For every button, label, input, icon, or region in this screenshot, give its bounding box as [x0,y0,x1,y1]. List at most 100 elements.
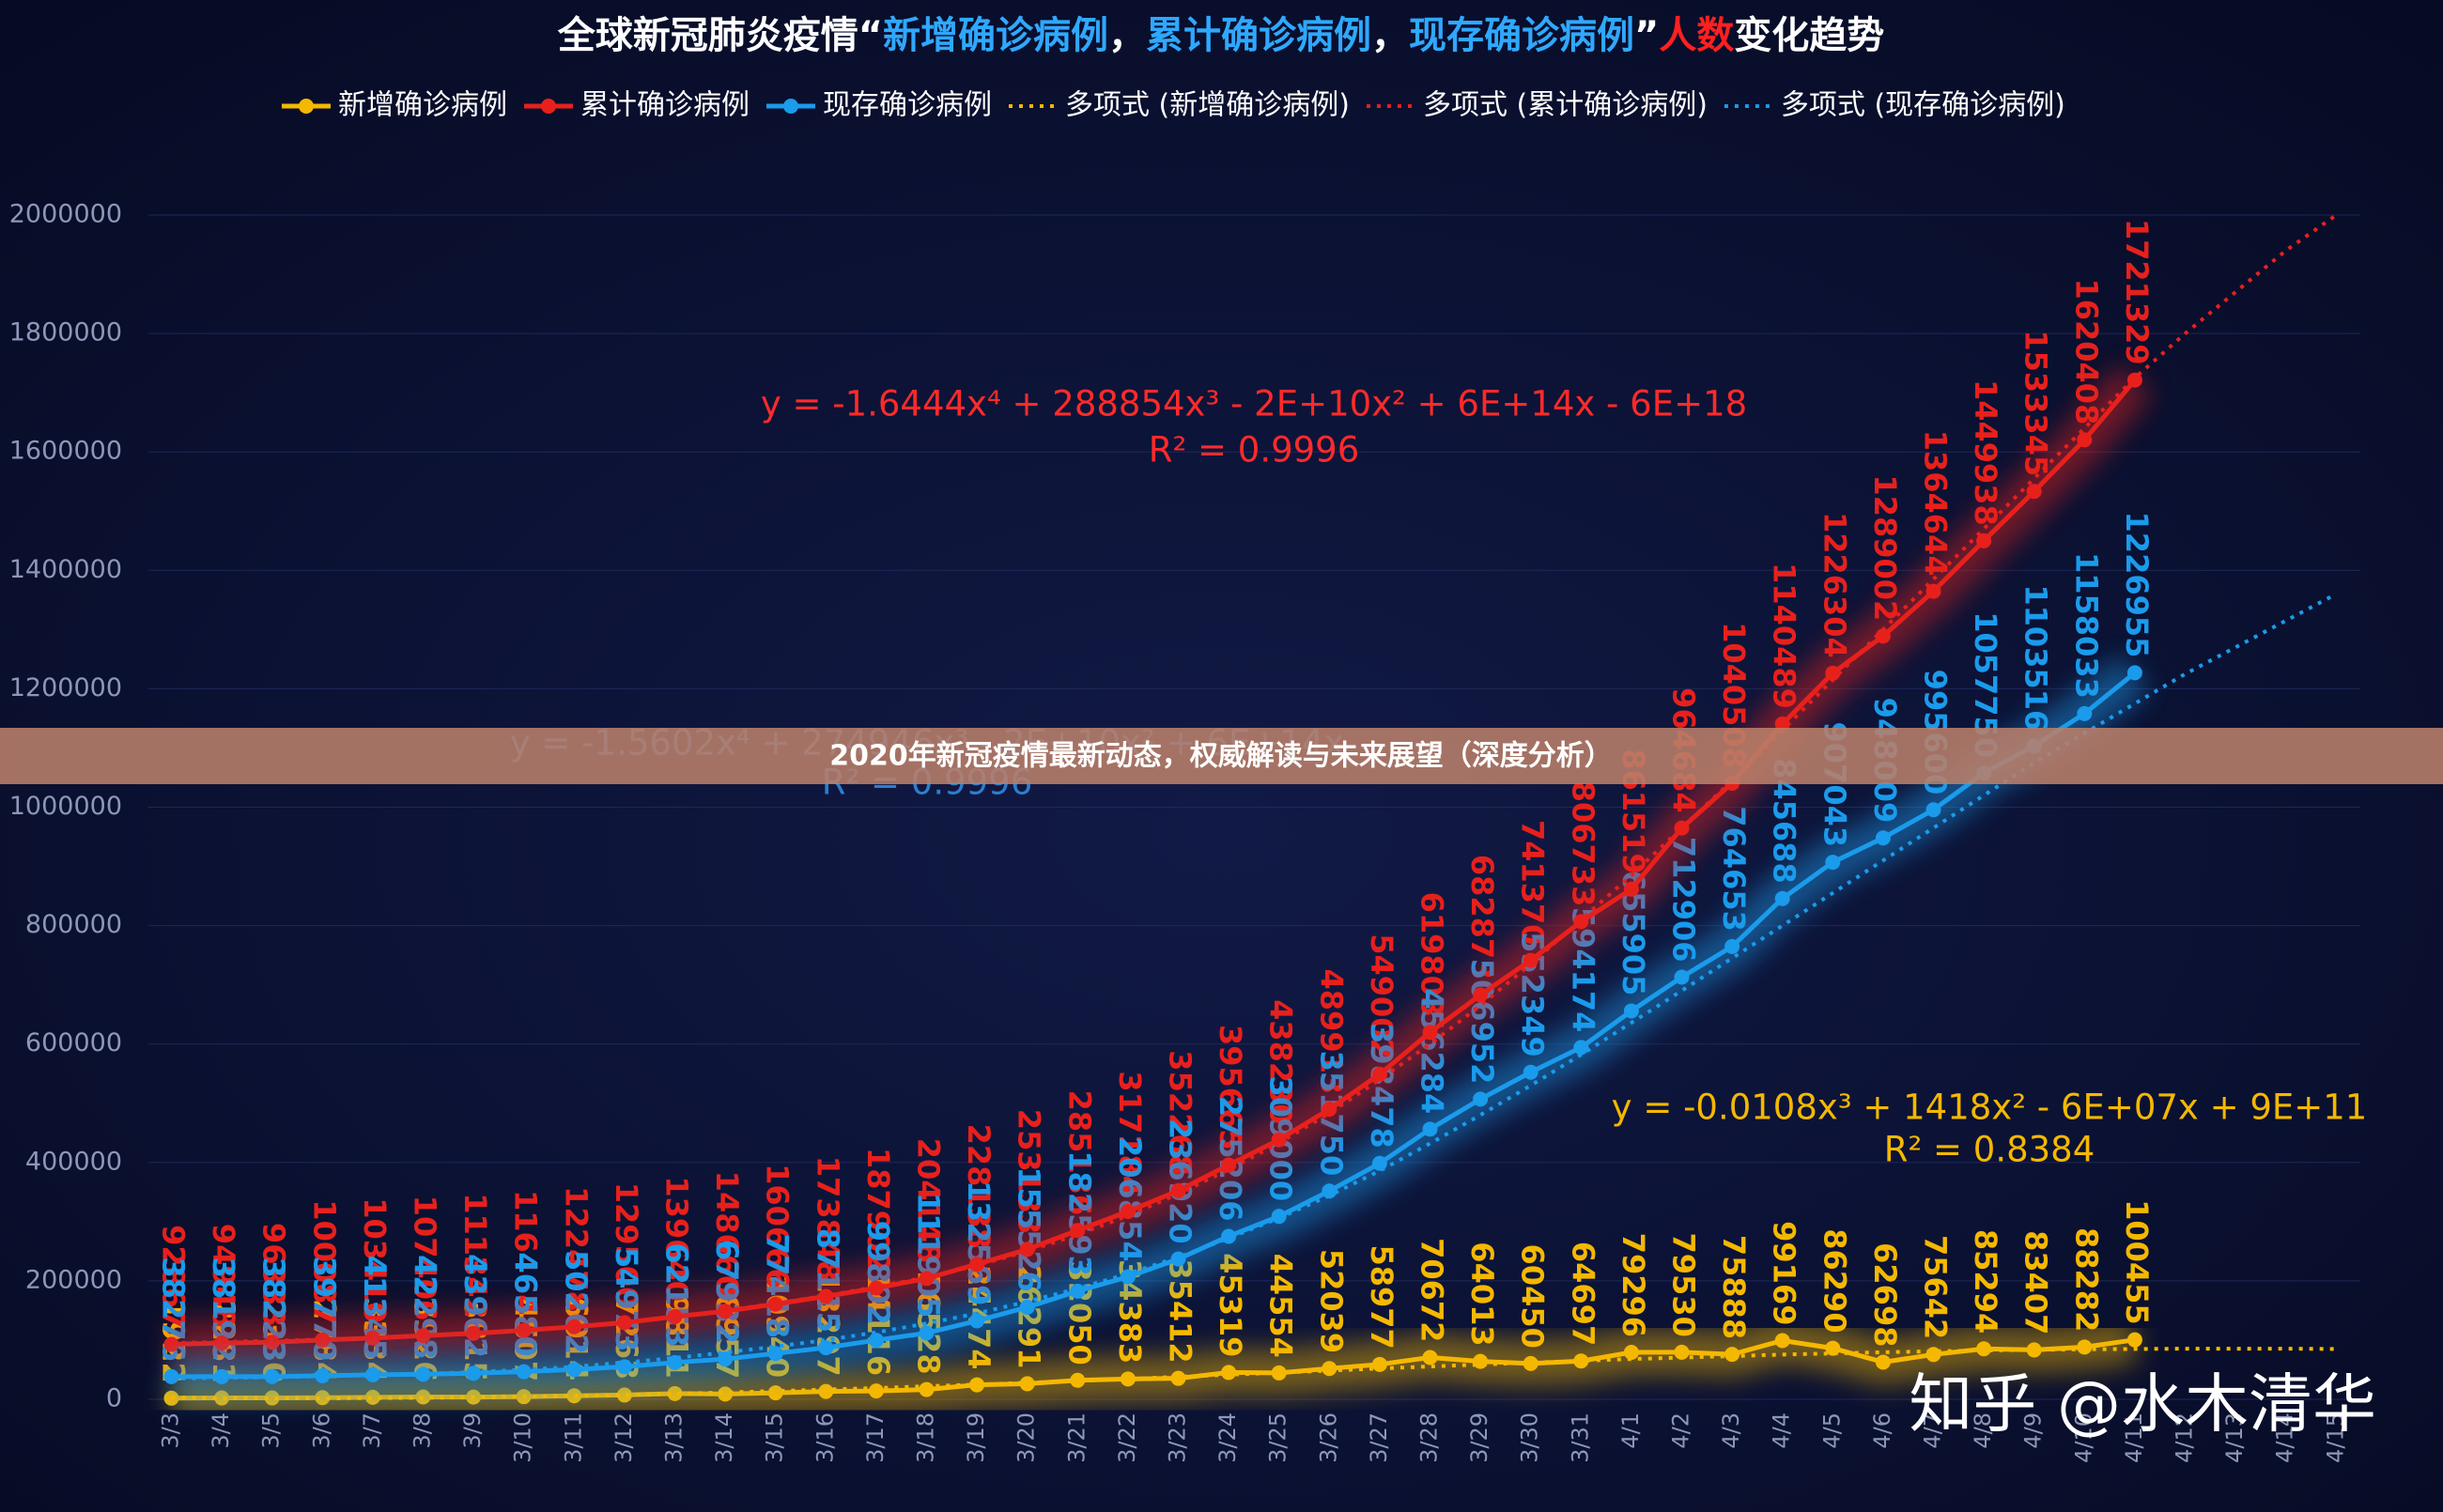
trend-equation: R² = 0.8384 [1884,1130,2095,1170]
x-tick-label: 3/20 [1013,1412,1040,1463]
data-label: 1226955 [2119,512,2155,658]
data-point [214,1368,230,1384]
title-part: 新增确诊病例 [883,14,1108,57]
data-point [364,1330,380,1346]
data-point [1774,1333,1790,1349]
data-point [1221,1228,1237,1244]
data-point [2126,1332,2142,1348]
x-tick-label: 3/22 [1114,1412,1140,1463]
data-label: 187902 [860,1148,896,1273]
data-label: 1226304 [1817,512,1852,658]
x-tick-label: 4/5 [1818,1412,1845,1449]
data-point [818,1340,834,1356]
data-label: 79530 [1666,1233,1702,1337]
legend-label: 多项式 (新增确诊病例) [1065,89,1350,122]
data-label: 204148 [911,1138,947,1264]
data-point [1523,952,1538,968]
data-point [1774,890,1790,906]
data-point [718,1351,734,1367]
data-point [718,1304,734,1319]
data-point [2026,1342,2042,1358]
x-tick-label: 4/2 [1668,1412,1694,1449]
data-point [214,1335,230,1351]
legend-marker-dot [541,99,556,114]
data-point [1774,716,1790,732]
y-tick-label: 0 [106,1384,122,1413]
data-label: 83407 [2018,1230,2054,1335]
x-tick-label: 4/9 [2020,1412,2047,1449]
data-point [2077,705,2093,721]
y-tick-label: 1000000 [9,792,122,821]
data-point [1322,1183,1337,1199]
x-tick-label: 3/12 [611,1412,637,1463]
data-point [1170,1370,1186,1386]
data-point [1473,1091,1489,1107]
x-tick-label: 4/4 [1769,1412,1795,1449]
title-part: ， [1108,14,1146,57]
data-point [1221,1365,1237,1381]
data-point [1473,987,1489,1003]
data-point [1573,914,1589,930]
data-point [767,1296,783,1312]
title-part: 变化趋势 [1734,14,1884,57]
data-label: 107406 [408,1196,443,1321]
data-point [1070,1283,1086,1299]
data-point [667,1385,683,1401]
title-part: 全球新冠肺炎疫情“ [557,14,883,57]
data-label: 160666 [760,1164,796,1289]
data-label: 103410 [357,1197,393,1323]
data-label: 99169 [1767,1221,1802,1325]
data-point [1875,1354,1891,1370]
y-tick-label: 200000 [25,1265,122,1294]
data-label: 352268 [1163,1050,1198,1176]
title-part: ” [1634,14,1659,57]
data-point [1925,802,1941,818]
y-tick-label: 800000 [25,910,122,939]
data-point [1120,1204,1136,1220]
x-tick-label: 3/25 [1265,1412,1291,1463]
data-point [1875,628,1891,644]
data-point [1170,1182,1186,1198]
x-tick-label: 4/10 [2070,1412,2096,1463]
data-point [1825,855,1841,871]
x-tick-label: 3/19 [963,1412,989,1463]
data-point [415,1328,431,1344]
data-label: 52039 [1313,1249,1349,1353]
data-point [315,1367,331,1383]
data-point [868,1280,884,1296]
data-point [1019,1376,1035,1392]
data-point [1976,532,1992,548]
data-point [616,1387,632,1403]
data-label: 228138 [961,1124,997,1250]
data-point [919,1381,935,1397]
data-label: 64697 [1565,1242,1600,1346]
data-point [415,1366,431,1382]
data-label: 64013 [1464,1242,1500,1346]
data-label: 88282 [2068,1227,2104,1332]
data-point [364,1366,380,1382]
data-point [1120,1371,1136,1387]
legend-label: 新增确诊病例 [338,89,507,122]
title-part: 人数 [1659,14,1734,57]
data-label: 395665 [1213,1025,1248,1150]
y-tick-label: 1800000 [9,318,122,347]
data-point [1573,1353,1589,1369]
data-label: 1721329 [2119,219,2155,365]
y-tick-label: 2000000 [9,200,122,229]
x-tick-label: 3/18 [913,1412,939,1463]
data-point [163,1336,179,1352]
x-tick-label: 3/28 [1416,1412,1443,1463]
x-tick-label: 3/17 [862,1412,889,1463]
y-tick-label: 1600000 [9,437,122,466]
data-point [1724,938,1740,954]
data-label: 806733 [1565,781,1600,907]
x-tick-label: 4/15 [2322,1412,2348,1463]
data-label: 129500 [609,1182,644,1308]
data-label: 94948 [206,1224,241,1328]
data-label: 253133 [1012,1109,1047,1235]
data-point [264,1335,280,1350]
x-tick-label: 3/16 [812,1412,838,1463]
x-tick-label: 4/8 [1970,1412,1996,1449]
data-label: 1103516 [2018,584,2054,731]
banner-bar [0,728,2443,784]
